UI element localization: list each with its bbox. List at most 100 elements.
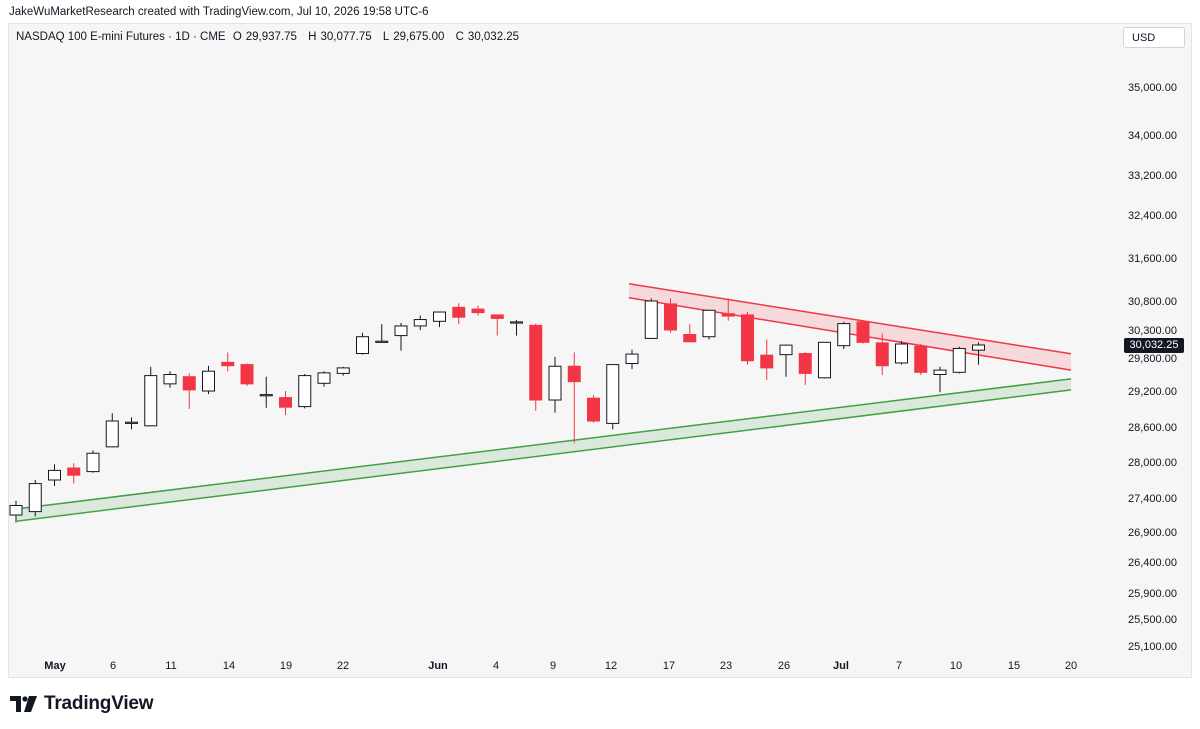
candle-body-up — [644, 300, 658, 339]
candle — [240, 363, 254, 387]
y-tick-label: 27,400.00 — [1128, 493, 1177, 505]
x-tick-label: 4 — [493, 660, 499, 672]
candle-body-up — [9, 504, 23, 516]
candle — [259, 376, 273, 408]
candle-body-up — [972, 344, 985, 351]
candle — [644, 298, 658, 339]
candle-body-down — [587, 397, 600, 422]
candle-body-up — [510, 321, 523, 324]
support-channel-fill — [17, 378, 1071, 522]
x-tick-label: 10 — [950, 660, 962, 672]
chart-pane[interactable] — [8, 23, 1192, 678]
last-price-label: 30,032.25 — [1124, 338, 1184, 353]
candle — [490, 314, 504, 336]
x-tick-label: 14 — [223, 660, 235, 672]
candle-body-up — [952, 347, 966, 373]
resistance-line-upper — [628, 283, 1072, 355]
y-tick-label: 30,800.00 — [1128, 296, 1177, 308]
x-tick-label: 7 — [896, 660, 902, 672]
chart-credit: JakeWuMarketResearch created with Tradin… — [9, 6, 429, 18]
x-tick-label: 19 — [280, 660, 292, 672]
candle-body-up — [375, 340, 389, 343]
candle — [182, 373, 196, 409]
x-tick-label: Jun — [428, 660, 448, 672]
candle — [606, 364, 620, 430]
candle-body-up — [336, 367, 350, 374]
candle — [317, 371, 331, 387]
x-tick-label: 20 — [1065, 660, 1077, 672]
y-tick-label: 25,500.00 — [1128, 614, 1177, 626]
candle — [741, 312, 754, 365]
y-tick-label: 29,200.00 — [1128, 386, 1177, 398]
y-tick-label: 25,900.00 — [1128, 588, 1177, 600]
candle-body-up — [356, 336, 369, 355]
candle — [433, 311, 446, 328]
candle — [837, 321, 851, 350]
candle-body-down — [529, 324, 543, 401]
x-tick-label: 22 — [337, 660, 349, 672]
y-tick-label: 30,300.00 — [1128, 325, 1177, 337]
candle — [336, 366, 350, 376]
y-tick-label: 26,900.00 — [1128, 527, 1177, 539]
candle-body-down — [240, 364, 254, 385]
candle-body-down — [683, 333, 697, 343]
candle — [895, 341, 908, 365]
candle — [721, 298, 735, 321]
ohlc-close: C 30,032.25 — [455, 31, 520, 43]
candle — [818, 341, 831, 379]
candle-body-down — [67, 467, 81, 476]
candle — [279, 391, 292, 415]
candle-body-up — [86, 452, 100, 473]
candle — [413, 315, 427, 330]
candle — [452, 303, 466, 325]
candle — [567, 352, 581, 444]
currency-selector[interactable]: USD — [1123, 27, 1185, 48]
candle — [779, 344, 793, 377]
candle — [356, 332, 369, 355]
candle-body-up — [317, 372, 331, 384]
symbol-header[interactable]: NASDAQ 100 E-mini Futures · 1D · CME O 29… — [16, 31, 527, 43]
x-tick-label: 11 — [165, 660, 176, 672]
candle — [394, 323, 408, 351]
candle — [933, 366, 947, 393]
candle — [510, 320, 523, 336]
candle-body-down — [567, 365, 581, 383]
ohlc-low: L 29,675.00 — [382, 31, 445, 43]
candle-body-down — [471, 308, 485, 314]
candle-body-down — [221, 361, 235, 367]
candle-body-down — [182, 376, 196, 391]
support-line-upper — [16, 378, 1072, 510]
candle-body-down — [721, 313, 735, 317]
candle-body-up — [433, 311, 446, 322]
candle-body-up — [144, 375, 158, 427]
candle-body-up — [413, 319, 427, 327]
candle — [664, 298, 677, 333]
y-tick-label: 28,600.00 — [1128, 422, 1177, 434]
y-tick-label: 31,600.00 — [1128, 253, 1177, 265]
candle-body-up — [779, 344, 793, 356]
candle-body-up — [548, 365, 562, 401]
candle-body-up — [163, 374, 177, 385]
candle — [144, 366, 158, 427]
candle — [798, 352, 812, 385]
candle — [529, 323, 543, 411]
candle — [683, 324, 697, 343]
candle-body-down — [279, 397, 292, 408]
candle — [221, 352, 235, 372]
candle — [760, 339, 774, 380]
y-tick-label: 35,000.00 — [1128, 82, 1177, 94]
x-tick-label: May — [44, 660, 66, 672]
y-tick-label: 34,000.00 — [1128, 130, 1177, 142]
candle — [125, 417, 138, 430]
x-tick-label: 23 — [720, 660, 732, 672]
candle-body-up — [28, 483, 42, 513]
candle-body-up — [202, 370, 215, 392]
candle-body-up — [818, 341, 831, 379]
candle — [625, 349, 639, 369]
candle — [67, 463, 81, 484]
candle — [9, 500, 23, 523]
tradingview-logo[interactable]: TradingView — [10, 692, 154, 716]
candle-body-up — [625, 353, 639, 364]
y-tick-label: 29,800.00 — [1128, 353, 1177, 365]
